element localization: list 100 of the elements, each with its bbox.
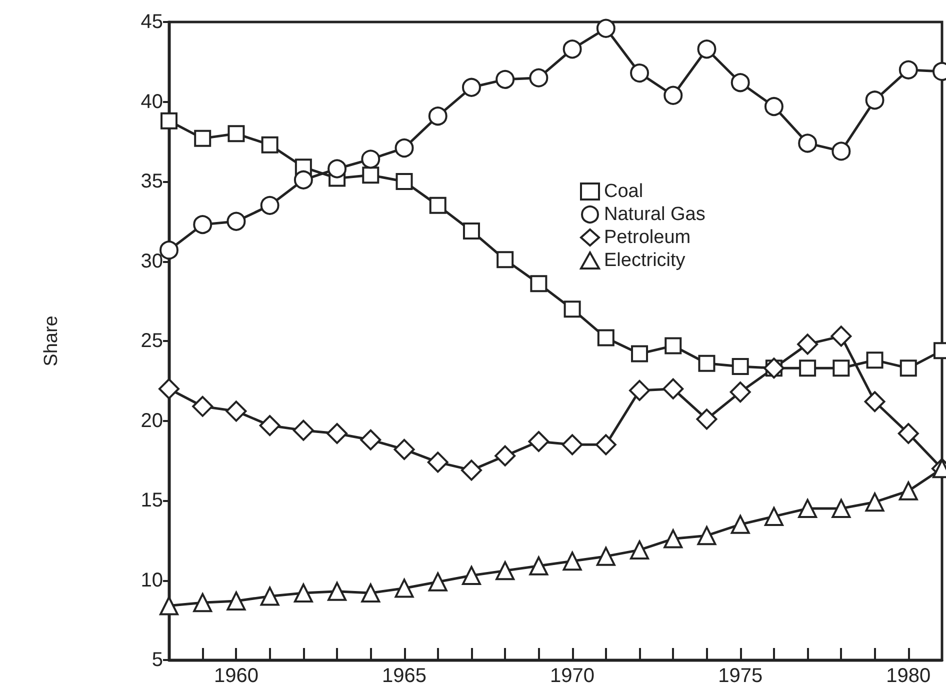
- legend-label: Petroleum: [604, 227, 691, 248]
- point: [428, 106, 448, 126]
- point: [697, 40, 716, 59]
- y-tick-label: 45: [140, 11, 163, 33]
- point: [830, 326, 852, 347]
- point: [799, 360, 816, 377]
- point: [394, 578, 414, 598]
- point: [394, 138, 414, 158]
- x-tick-label: 1960: [214, 665, 258, 687]
- point: [361, 150, 380, 169]
- point: [160, 112, 178, 130]
- point: [898, 481, 918, 500]
- point: [429, 196, 446, 214]
- point: [462, 78, 481, 97]
- point: [662, 378, 684, 400]
- y-axis-title: Share: [41, 316, 62, 366]
- point: [898, 60, 918, 80]
- point: [629, 380, 650, 401]
- point: [193, 593, 212, 612]
- point: [328, 159, 347, 178]
- point: [630, 64, 650, 83]
- point: [529, 68, 548, 88]
- point: [328, 582, 347, 601]
- y-tick-label: 40: [140, 90, 163, 113]
- point: [158, 378, 180, 400]
- point: [193, 215, 212, 234]
- point: [697, 526, 716, 546]
- point: [596, 18, 616, 38]
- point: [664, 337, 682, 354]
- legend-label: Coal: [604, 181, 644, 202]
- point: [865, 90, 884, 110]
- point: [595, 434, 616, 456]
- point: [730, 73, 750, 92]
- y-tick-label: 25: [140, 330, 163, 352]
- point: [160, 596, 178, 616]
- point: [226, 400, 247, 422]
- point: [664, 529, 683, 548]
- point: [259, 415, 280, 436]
- point: [294, 584, 313, 603]
- point: [226, 591, 246, 610]
- x-tick-label: 1975: [718, 665, 763, 687]
- point: [294, 170, 313, 190]
- point: [732, 358, 749, 376]
- point: [226, 212, 246, 231]
- point: [900, 360, 917, 377]
- point: [194, 130, 212, 147]
- y-tick-label: 5: [152, 649, 163, 671]
- point: [496, 70, 515, 89]
- point: [192, 396, 214, 417]
- point: [462, 222, 480, 240]
- x-tick-label: 1965: [382, 665, 427, 687]
- x-tick-label: 1970: [550, 665, 595, 687]
- point: [462, 566, 481, 585]
- point: [866, 352, 884, 369]
- point: [730, 382, 751, 403]
- point: [764, 506, 784, 526]
- point: [460, 460, 482, 481]
- point: [597, 329, 614, 346]
- point: [864, 391, 886, 412]
- point: [530, 275, 548, 292]
- point: [832, 498, 851, 518]
- y-tick-label: 30: [140, 250, 163, 272]
- point: [494, 445, 516, 466]
- point: [798, 134, 818, 153]
- point: [797, 334, 818, 355]
- point: [496, 561, 515, 580]
- point: [798, 498, 818, 518]
- legend-label: Natural Gas: [604, 204, 706, 225]
- point: [596, 546, 616, 566]
- point: [898, 423, 919, 444]
- y-tick-label: 20: [140, 410, 163, 432]
- point: [832, 360, 850, 377]
- point: [292, 420, 314, 441]
- point: [326, 423, 348, 444]
- point: [396, 173, 413, 190]
- point: [496, 251, 514, 268]
- point: [260, 586, 280, 606]
- legend-label: Electricity: [604, 250, 686, 271]
- point: [630, 540, 650, 560]
- point: [260, 196, 280, 215]
- point: [764, 97, 784, 116]
- point: [261, 136, 278, 154]
- point: [631, 345, 648, 362]
- point: [698, 354, 716, 372]
- point: [361, 584, 380, 603]
- point: [427, 452, 448, 473]
- point: [664, 86, 683, 105]
- point: [394, 438, 415, 460]
- point: [360, 429, 382, 450]
- point: [865, 492, 884, 512]
- y-tick-label: 35: [140, 170, 163, 192]
- point: [562, 40, 582, 59]
- point: [529, 556, 548, 576]
- point: [228, 125, 245, 142]
- y-tick-label: 15: [140, 490, 163, 512]
- point: [564, 300, 581, 318]
- point: [696, 408, 718, 430]
- point: [832, 142, 851, 161]
- x-tick-label: 1980: [886, 665, 931, 687]
- point: [562, 552, 582, 571]
